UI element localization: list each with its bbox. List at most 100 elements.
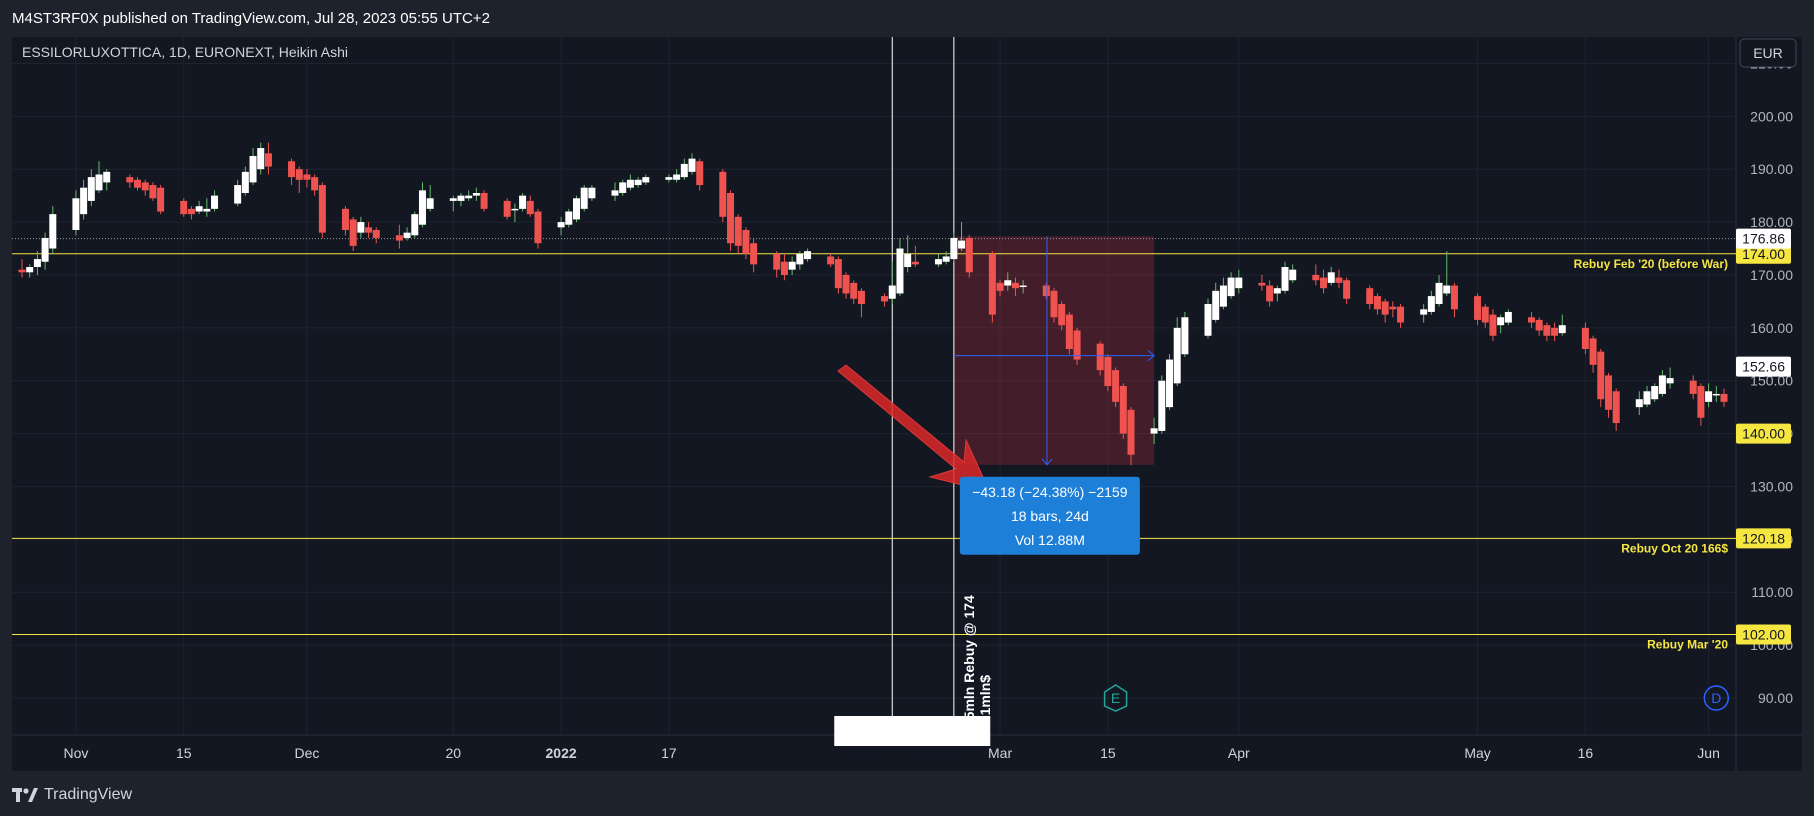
candle-body xyxy=(881,296,889,302)
candle-body xyxy=(1689,380,1697,394)
candle-body xyxy=(780,261,788,275)
candle-body xyxy=(257,148,265,170)
chart-frame[interactable]: 90.00100.00110.00120.00130.00140.00150.0… xyxy=(12,37,1802,771)
candle-body xyxy=(1004,280,1012,286)
candle-body xyxy=(911,261,919,265)
candle-body xyxy=(965,237,973,273)
y-tick-label: 160.00 xyxy=(1750,320,1793,336)
x-tick-label: May xyxy=(1464,745,1490,761)
candle-body xyxy=(1327,272,1335,283)
candle-body xyxy=(288,161,296,178)
candle-body xyxy=(1320,277,1328,289)
candle-body xyxy=(26,267,34,273)
candle-body xyxy=(1504,311,1512,323)
candle-body xyxy=(126,177,134,183)
candle-body xyxy=(411,214,419,236)
candle-body xyxy=(1666,378,1674,384)
candle-body xyxy=(1697,386,1705,418)
candle-body xyxy=(1266,285,1274,302)
candle-body xyxy=(41,237,49,262)
candle-body xyxy=(1635,399,1643,408)
candle-body xyxy=(1543,325,1551,336)
candle-body xyxy=(557,222,565,228)
price-label: 174.00 xyxy=(1742,246,1785,262)
crosshair-date-label-box xyxy=(834,716,947,746)
earnings-event-marker xyxy=(1103,684,1128,712)
candle-body xyxy=(1289,269,1297,281)
candle-body xyxy=(688,158,696,172)
candle-body xyxy=(1227,277,1235,297)
candle-body xyxy=(888,285,896,299)
candle-body xyxy=(33,259,41,268)
candle-body xyxy=(1474,296,1482,320)
price-marker-box xyxy=(1736,228,1791,249)
candle-body xyxy=(942,256,950,262)
vertical-annotation-line1: 1.5mln Rebuy @ 174 xyxy=(961,595,977,731)
candle-body xyxy=(1435,282,1443,305)
y-tick-label: 180.00 xyxy=(1750,214,1793,230)
x-tick-label: 17 xyxy=(661,745,677,761)
candle-body xyxy=(896,248,904,294)
candle-body xyxy=(1389,306,1397,310)
candle-body xyxy=(80,187,88,215)
candle-body xyxy=(372,230,380,238)
candle-body xyxy=(680,163,688,178)
candle-body xyxy=(1443,285,1451,294)
candle-body xyxy=(804,251,812,260)
price-label-box xyxy=(1736,624,1791,645)
measure-arrow-head-right xyxy=(1147,350,1155,361)
bottom-bar: TradingView xyxy=(0,772,1814,816)
candle-body xyxy=(1050,290,1058,318)
event-marker-letter: D xyxy=(1711,690,1721,706)
candle-body xyxy=(1281,267,1289,291)
candle-body xyxy=(788,261,796,270)
candle-body xyxy=(157,187,165,212)
candle-body xyxy=(426,198,434,209)
candle-body xyxy=(857,290,865,305)
candle-body xyxy=(904,253,912,268)
candle-body xyxy=(1373,296,1381,310)
candle-body xyxy=(1381,301,1389,315)
candle-body xyxy=(626,179,634,188)
candle-body xyxy=(241,171,249,193)
candle-body xyxy=(1335,277,1343,283)
candle-body xyxy=(1104,356,1112,386)
candle-body xyxy=(1597,351,1605,400)
candle-body xyxy=(349,219,357,246)
candle-body xyxy=(1551,327,1559,336)
candle-body xyxy=(1119,386,1127,434)
candle-body xyxy=(750,243,758,265)
candle-body xyxy=(195,206,203,212)
candle-body xyxy=(457,195,465,201)
candlestick-chart[interactable]: 90.00100.00110.00120.00130.00140.00150.0… xyxy=(12,37,1802,771)
candle-body xyxy=(634,179,642,186)
candle-body xyxy=(1720,393,1728,402)
candle-body xyxy=(472,192,480,196)
candle-body xyxy=(1173,327,1181,384)
candle-body xyxy=(996,282,1004,291)
x-tick-label: 15 xyxy=(176,745,192,761)
tradingview-logo[interactable]: TradingView xyxy=(12,786,132,804)
chart-title: ESSILORLUXOTTICA, 1D, EURONEXT, Heikin A… xyxy=(22,44,348,60)
measure-arrow-head-down xyxy=(1041,458,1053,466)
candle-body xyxy=(1235,277,1243,289)
currency-label[interactable]: EUR xyxy=(1753,45,1783,61)
candle-body xyxy=(773,253,781,270)
candle-body xyxy=(1166,359,1174,408)
candle-body xyxy=(234,185,242,204)
measure-info-volume: Vol 12.88M xyxy=(1015,532,1085,548)
candle-body xyxy=(827,256,835,265)
y-tick-label: 170.00 xyxy=(1750,267,1793,283)
candle-body xyxy=(303,174,311,180)
candle-body xyxy=(365,227,373,233)
candle-body xyxy=(318,185,326,233)
candle-body xyxy=(1258,282,1266,286)
candle-body xyxy=(1042,285,1050,297)
candle-body xyxy=(1058,304,1066,326)
candle-body xyxy=(1604,375,1612,410)
candle-body xyxy=(850,282,858,299)
candle-body xyxy=(565,211,573,225)
candle-body xyxy=(611,190,619,196)
candle-body xyxy=(526,200,534,215)
candle-body xyxy=(1204,304,1212,336)
